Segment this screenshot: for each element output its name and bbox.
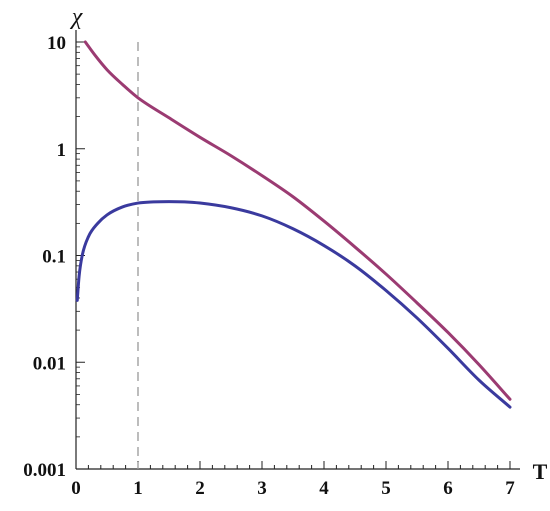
x-tick-label: 6: [443, 478, 453, 499]
x-tick-label: 0: [71, 478, 81, 499]
x-tick-label: 5: [381, 478, 391, 499]
series-line-upper: [83, 40, 512, 401]
y-tick-label: 1: [57, 140, 67, 161]
x-tick-label: 3: [257, 478, 267, 499]
x-axis-title: T: [533, 459, 548, 484]
y-ticks: 0.001 0.01 0.1 1 10: [23, 33, 85, 481]
series-line-lower: [75, 200, 512, 409]
axes: [75, 30, 520, 470]
y-tick-label: 0.001: [23, 460, 66, 481]
x-ticks: 0 1 2 3 4 5 6 7: [71, 461, 515, 499]
x-tick-label: 7: [505, 478, 515, 499]
y-tick-label: 0.1: [42, 247, 66, 268]
y-axis-title: χ: [70, 4, 84, 30]
y-tick-label: 10: [47, 33, 66, 54]
series-group: [75, 40, 512, 409]
x-tick-label: 4: [319, 478, 329, 499]
y-tick-label: 0.01: [33, 353, 66, 374]
x-tick-label: 1: [133, 478, 143, 499]
x-tick-label: 2: [195, 478, 205, 499]
